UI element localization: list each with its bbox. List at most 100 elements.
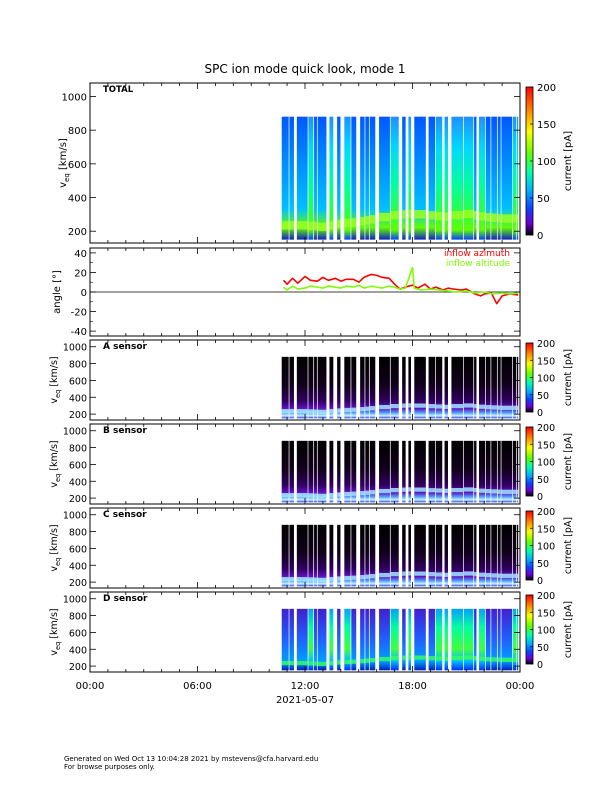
peak-band bbox=[414, 210, 426, 219]
peak-band bbox=[365, 574, 369, 579]
y-tick-label: 400 bbox=[69, 393, 87, 404]
data-stripe bbox=[296, 608, 308, 671]
peak-band bbox=[369, 406, 376, 411]
peak-band bbox=[360, 491, 365, 496]
data-stripe bbox=[369, 608, 376, 671]
figure-title: SPC ion mode quick look, mode 1 bbox=[205, 62, 406, 76]
data-stripe bbox=[512, 608, 517, 671]
peak-band bbox=[329, 409, 334, 414]
colorbar-tick-label: 150 bbox=[537, 524, 555, 535]
data-stripe bbox=[491, 524, 497, 587]
data-stripe bbox=[317, 356, 327, 419]
data-stripe bbox=[289, 608, 294, 671]
peak-band bbox=[408, 403, 412, 408]
colorbar-tick-label: 50 bbox=[537, 559, 549, 570]
data-stripe bbox=[516, 356, 519, 419]
peak-band bbox=[296, 221, 308, 230]
peak-band bbox=[296, 577, 308, 582]
colorbar-total: 0 50 100 150 200 current [pA] bbox=[525, 83, 574, 242]
peak-band bbox=[402, 655, 406, 660]
peak-band bbox=[491, 489, 497, 494]
data-stripe bbox=[474, 356, 477, 419]
data-stripe bbox=[451, 116, 464, 240]
data-stripe bbox=[314, 116, 317, 240]
data-stripe bbox=[479, 440, 486, 503]
y-tick-label: 20 bbox=[74, 268, 87, 279]
y-tick-label: 0 bbox=[81, 288, 87, 299]
data-stripe bbox=[402, 440, 406, 503]
data-stripe bbox=[516, 116, 519, 240]
peak-band bbox=[344, 218, 351, 228]
footer-note: For browse purposes only. bbox=[64, 763, 155, 771]
peak-band bbox=[497, 573, 501, 578]
data-stripe bbox=[296, 356, 308, 419]
data-stripe bbox=[281, 524, 289, 587]
peak-band bbox=[428, 488, 436, 493]
peak-band bbox=[479, 404, 486, 409]
colorbar-tick-label: 200 bbox=[537, 339, 555, 350]
data-stripe bbox=[317, 440, 327, 503]
peak-band bbox=[289, 661, 294, 666]
data-stripe bbox=[317, 116, 327, 240]
data-stripe bbox=[365, 440, 369, 503]
data-stripe bbox=[329, 608, 334, 671]
peak-band bbox=[414, 487, 426, 492]
colorbar-tick-label: 200 bbox=[537, 591, 555, 602]
data-stripe bbox=[451, 356, 464, 419]
peak-band bbox=[365, 406, 369, 411]
y-tick-label: 40 bbox=[74, 249, 87, 260]
y-axis-label: veq [km/s] bbox=[49, 356, 62, 403]
data-stripe bbox=[463, 356, 474, 419]
data-stripe bbox=[369, 356, 376, 419]
data-stripe bbox=[337, 116, 341, 240]
legend-azimuth: inflow azimuth bbox=[444, 249, 510, 259]
colorbar-tick-label: 0 bbox=[537, 231, 543, 242]
peak-band bbox=[463, 209, 474, 219]
y-axis-label: veq [km/s] bbox=[49, 608, 62, 655]
peak-band bbox=[390, 571, 399, 577]
x-axis: 00:00 06:00 12:00 18:00 00:00 2021-05-07 bbox=[76, 681, 535, 706]
peak-band bbox=[402, 571, 406, 576]
peak-band bbox=[485, 489, 491, 494]
data-stripe bbox=[414, 116, 426, 240]
data-stripe bbox=[444, 524, 448, 587]
y-tick-label: 600 bbox=[68, 160, 87, 171]
data-stripe bbox=[344, 524, 351, 587]
data-stripe bbox=[344, 116, 351, 240]
data-stripe bbox=[369, 524, 376, 587]
data-stripe bbox=[516, 608, 519, 671]
spectrogram-b bbox=[281, 440, 519, 503]
colorbar-tick-label: 100 bbox=[537, 626, 555, 637]
peak-band bbox=[402, 403, 406, 408]
data-stripe bbox=[428, 524, 436, 587]
legend-altitude: inflow altitude bbox=[446, 259, 511, 269]
data-stripe bbox=[435, 608, 443, 671]
colorbar-tick-label: 50 bbox=[537, 475, 549, 486]
panel-label: B sensor bbox=[103, 426, 147, 436]
colorbar-tick-label: 150 bbox=[537, 356, 555, 367]
data-stripe bbox=[344, 356, 351, 419]
data-stripe bbox=[360, 524, 365, 587]
data-stripe bbox=[369, 116, 376, 240]
colorbar-tick-label: 100 bbox=[537, 157, 556, 168]
data-stripe bbox=[497, 608, 501, 671]
data-stripe bbox=[308, 440, 314, 503]
data-stripe bbox=[344, 608, 351, 671]
peak-band bbox=[479, 212, 486, 221]
peak-band bbox=[402, 487, 406, 492]
data-stripe bbox=[414, 356, 426, 419]
data-stripe bbox=[289, 440, 294, 503]
data-stripe bbox=[344, 440, 351, 503]
colorbar-tick-label: 50 bbox=[537, 194, 550, 205]
data-stripe bbox=[314, 524, 317, 587]
peak-band bbox=[317, 409, 327, 415]
peak-band bbox=[314, 222, 317, 231]
peak-band bbox=[360, 659, 365, 664]
colorbar-label: current [pA] bbox=[563, 433, 574, 490]
colorbar-tick-label: 200 bbox=[537, 423, 555, 434]
peak-band bbox=[369, 490, 376, 495]
peak-band bbox=[451, 211, 464, 220]
peak-band bbox=[351, 407, 357, 412]
data-stripe bbox=[408, 356, 412, 419]
